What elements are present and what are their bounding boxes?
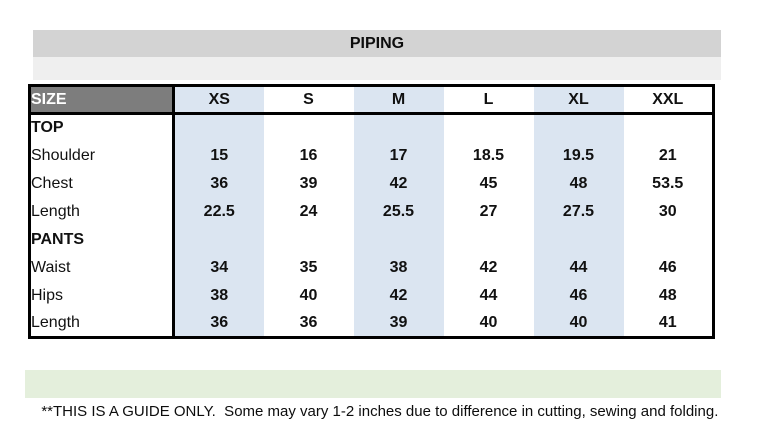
measurement-cell: 48 bbox=[658, 286, 677, 304]
row-label: Shoulder bbox=[29, 141, 175, 170]
row-label: Length bbox=[29, 309, 175, 338]
measurement-cell: 38 bbox=[173, 281, 264, 310]
measurement-cell: 15 bbox=[173, 141, 264, 170]
measurement-cell: 27.5 bbox=[533, 197, 624, 226]
measurement-cell: 42 bbox=[353, 281, 444, 310]
column-header-xl: XL bbox=[533, 85, 624, 115]
measurement-cell bbox=[173, 225, 264, 254]
table-row-hips: Hips 38 40 42 44 46 48 bbox=[29, 281, 714, 310]
measurement-cell bbox=[444, 226, 534, 254]
measurement-cell bbox=[353, 113, 444, 142]
measurement-cell: 16 bbox=[299, 146, 318, 164]
table-row-waist: Waist 34 35 38 42 44 46 bbox=[29, 253, 714, 282]
measurement-cell: 19.5 bbox=[533, 141, 624, 170]
measurement-cell bbox=[173, 113, 264, 142]
row-label: TOP bbox=[29, 113, 175, 142]
measurement-cell: 24 bbox=[299, 202, 318, 220]
row-label: Chest bbox=[29, 169, 175, 198]
measurement-cell: 35 bbox=[299, 258, 318, 276]
measurement-cell: 46 bbox=[533, 281, 624, 310]
measurement-cell: 41 bbox=[658, 313, 677, 331]
measurement-cell bbox=[444, 114, 534, 142]
row-label: PANTS bbox=[29, 225, 175, 254]
table-row-shoulder: Shoulder 15 16 17 18.5 19.5 21 bbox=[29, 141, 714, 170]
header-row: SIZE XS S M L XL XXL bbox=[29, 85, 714, 115]
measurement-cell: 25.5 bbox=[353, 197, 444, 226]
row-label: Waist bbox=[29, 253, 175, 282]
measurement-cell: 44 bbox=[533, 253, 624, 282]
measurement-cell: 42 bbox=[479, 258, 498, 276]
measurement-cell: 36 bbox=[299, 313, 318, 331]
column-header-l: L bbox=[443, 85, 534, 115]
measurement-cell: 53.5 bbox=[652, 174, 684, 192]
chart-title-band: PIPING bbox=[33, 30, 721, 57]
measurement-cell: 17 bbox=[353, 141, 444, 170]
measurement-cell bbox=[533, 225, 624, 254]
measurement-cell bbox=[264, 114, 354, 142]
measurement-cell bbox=[624, 226, 714, 254]
table-row-pants: PANTS bbox=[29, 225, 714, 254]
measurement-cell: 36 bbox=[173, 309, 264, 338]
measurement-cell: 45 bbox=[479, 174, 498, 192]
table-row-top-length: Length 22.5 24 25.5 27 27.5 30 bbox=[29, 197, 714, 226]
measurement-cell bbox=[353, 225, 444, 254]
title-spacer-band bbox=[33, 57, 721, 80]
size-corner-header: SIZE bbox=[29, 85, 175, 115]
table-row-chest: Chest 36 39 42 45 48 53.5 bbox=[29, 169, 714, 198]
measurement-cell: 40 bbox=[479, 313, 498, 331]
column-header-s: S bbox=[263, 85, 354, 115]
measurement-cell bbox=[624, 114, 714, 142]
measurement-cell bbox=[264, 226, 354, 254]
chart-title: PIPING bbox=[349, 35, 405, 52]
measurement-cell: 34 bbox=[173, 253, 264, 282]
footnote-band: **THIS IS A GUIDE ONLY. Some may vary 1-… bbox=[25, 370, 721, 420]
column-header-xxl: XXL bbox=[623, 85, 714, 115]
measurement-cell: 39 bbox=[353, 309, 444, 338]
measurement-cell bbox=[533, 113, 624, 142]
table-row-pants-length: Length 36 36 39 40 40 41 bbox=[29, 309, 714, 338]
measurement-cell: 42 bbox=[353, 169, 444, 198]
measurement-cell: 40 bbox=[299, 286, 318, 304]
measurement-cell: 44 bbox=[479, 286, 498, 304]
measurement-cell: 22.5 bbox=[173, 197, 264, 226]
row-label: Length bbox=[29, 197, 175, 226]
measurement-cell: 21 bbox=[658, 146, 677, 164]
measurement-cell: 39 bbox=[299, 174, 318, 192]
measurement-cell: 30 bbox=[658, 202, 677, 220]
measurement-cell: 36 bbox=[173, 169, 264, 198]
measurement-cell: 48 bbox=[533, 169, 624, 198]
measurement-cell: 38 bbox=[353, 253, 444, 282]
row-label: Hips bbox=[29, 281, 175, 310]
measurement-cell: 46 bbox=[658, 258, 677, 276]
size-chart-table: SIZE XS S M L XL XXL TOP Shoulder 15 16 … bbox=[28, 84, 715, 339]
measurement-cell: 40 bbox=[533, 309, 624, 338]
measurement-cell: 18.5 bbox=[472, 146, 505, 164]
footnote-text: **THIS IS A GUIDE ONLY. Some may vary 1-… bbox=[41, 403, 719, 420]
column-header-xs: XS bbox=[173, 85, 264, 115]
column-header-m: M bbox=[353, 85, 444, 115]
measurement-cell: 27 bbox=[479, 202, 498, 220]
table-row-top: TOP bbox=[29, 113, 714, 142]
